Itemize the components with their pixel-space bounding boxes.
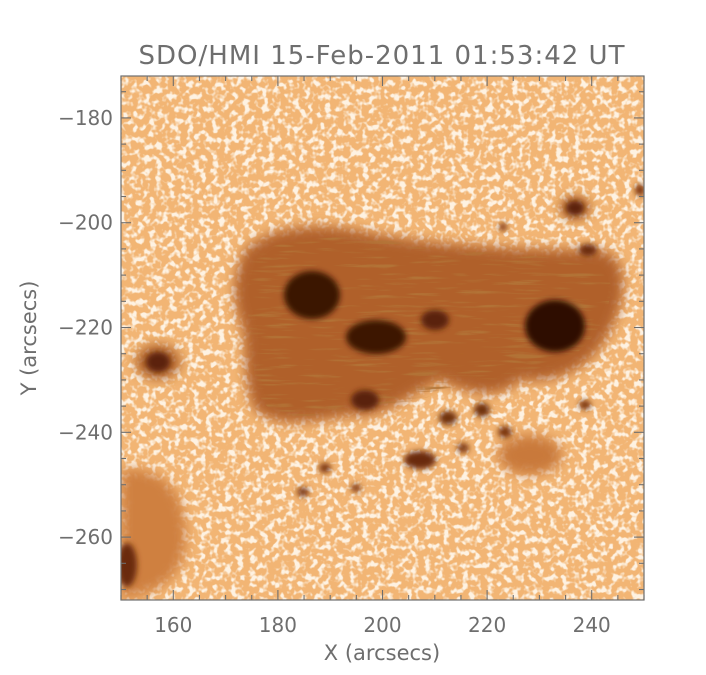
x-tick-label: 200 [363,613,401,637]
y-axis-tick-labels: −180 −200 −220 −240 −260 [58,106,113,549]
figure-title: SDO/HMI 15-Feb-2011 01:53:42 UT [139,41,626,71]
y-axis-ticks [121,91,644,591]
x-tick-label: 160 [154,613,192,637]
x-tick-label: 240 [573,613,611,637]
y-tick-label: −220 [58,316,113,340]
y-tick-label: −240 [58,420,113,444]
y-axis-label: Y (arcsecs) [17,281,41,397]
x-tick-label: 220 [468,613,506,637]
y-tick-label: −200 [58,211,113,235]
x-axis-ticks [120,76,645,600]
y-tick-label: −260 [58,525,113,549]
y-tick-label: −180 [58,106,113,130]
umbra-regions [121,184,644,587]
sunspot-image [121,76,644,600]
x-axis-tick-labels: 160 180 200 220 240 [154,613,611,637]
x-axis-label: X (arcsecs) [324,641,440,665]
x-tick-label: 180 [259,613,297,637]
